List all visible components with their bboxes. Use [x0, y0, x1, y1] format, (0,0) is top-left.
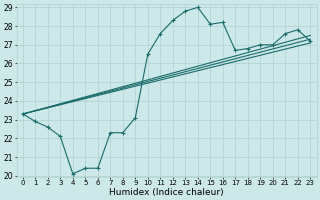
X-axis label: Humidex (Indice chaleur): Humidex (Indice chaleur): [109, 188, 224, 197]
